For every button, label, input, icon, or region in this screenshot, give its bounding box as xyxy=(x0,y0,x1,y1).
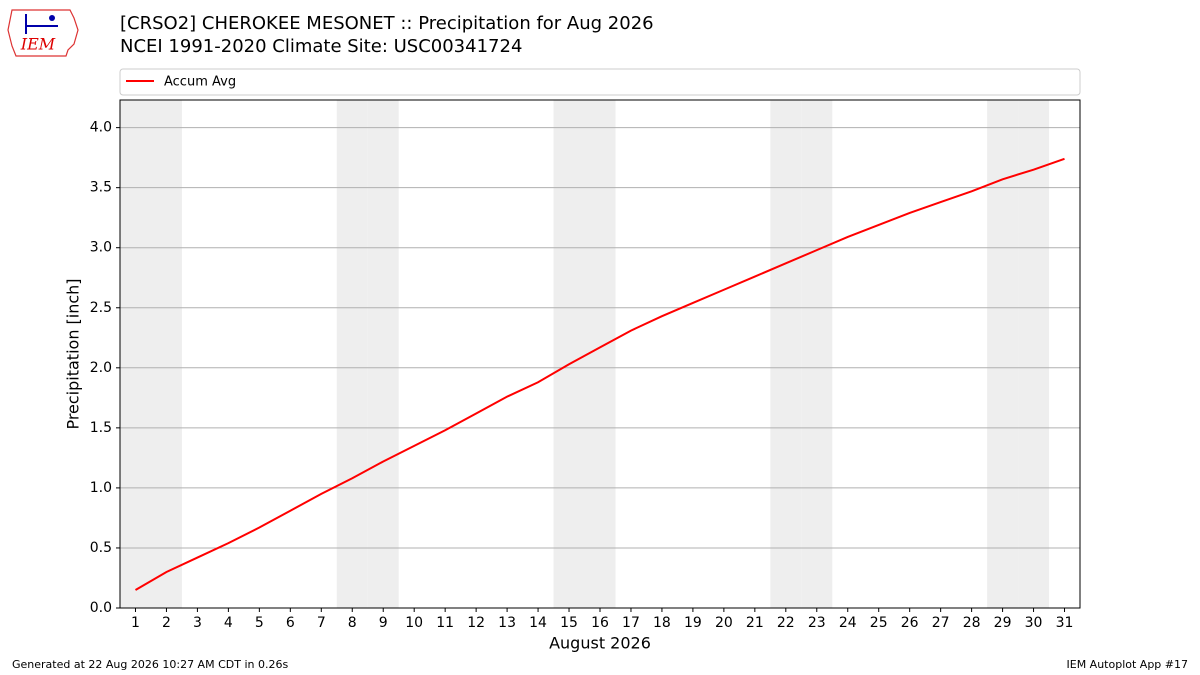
y-tick-label: 3.0 xyxy=(90,240,112,256)
y-tick-label: 2.5 xyxy=(90,300,112,316)
x-tick-label: 17 xyxy=(622,615,640,631)
x-tick-label: 8 xyxy=(348,615,357,631)
x-tick-label: 24 xyxy=(839,615,857,631)
x-tick-label: 3 xyxy=(193,615,202,631)
x-tick-label: 19 xyxy=(684,615,702,631)
x-tick-label: 18 xyxy=(653,615,671,631)
x-tick-label: 26 xyxy=(901,615,919,631)
logo: IEM xyxy=(7,9,79,57)
x-tick-label: 23 xyxy=(808,615,826,631)
weekend-shade xyxy=(553,100,585,608)
weekend-shade xyxy=(770,100,802,608)
x-tick-label: 29 xyxy=(994,615,1012,631)
chart-subtitle: NCEI 1991-2020 Climate Site: USC00341724 xyxy=(120,36,522,57)
footer-right: IEM Autoplot App #17 xyxy=(1067,658,1189,671)
series-line xyxy=(134,157,1065,591)
weekend-shade xyxy=(150,100,182,608)
y-tick-label: 1.5 xyxy=(90,420,112,436)
x-tick-label: 9 xyxy=(379,615,388,631)
y-tick-label: 0.0 xyxy=(90,600,112,616)
weekend-shade xyxy=(987,100,1019,608)
legend-label: Accum Avg xyxy=(164,75,236,90)
x-tick-label: 25 xyxy=(870,615,888,631)
x-tick-label: 31 xyxy=(1056,615,1074,631)
x-tick-label: 10 xyxy=(405,615,423,631)
x-tick-label: 30 xyxy=(1025,615,1043,631)
x-tick-label: 20 xyxy=(715,615,733,631)
weekend-shade xyxy=(120,100,151,608)
x-tick-label: 12 xyxy=(467,615,485,631)
x-tick-label: 2 xyxy=(162,615,171,631)
x-tick-label: 7 xyxy=(317,615,326,631)
x-tick-label: 28 xyxy=(963,615,981,631)
footer-left: Generated at 22 Aug 2026 10:27 AM CDT in… xyxy=(12,658,288,671)
y-tick-label: 1.0 xyxy=(90,480,112,496)
y-tick-label: 4.0 xyxy=(90,120,112,136)
y-tick-label: 2.0 xyxy=(90,360,112,376)
x-tick-label: 11 xyxy=(436,615,454,631)
x-tick-label: 27 xyxy=(932,615,950,631)
x-axis-label: August 2026 xyxy=(549,634,651,653)
weekend-shade xyxy=(1018,100,1050,608)
x-tick-label: 14 xyxy=(529,615,547,631)
plot-frame xyxy=(119,99,1081,609)
x-tick-label: 1 xyxy=(131,615,140,631)
weekend-shade xyxy=(367,100,399,608)
x-tick-label: 13 xyxy=(498,615,516,631)
y-tick-label: 0.5 xyxy=(90,540,112,556)
weekend-shade xyxy=(336,100,368,608)
weekend-shade xyxy=(801,100,833,608)
logo-text: IEM xyxy=(20,35,56,54)
legend-box xyxy=(119,68,1081,96)
y-tick-label: 3.5 xyxy=(90,180,112,196)
x-tick-label: 16 xyxy=(591,615,609,631)
x-tick-label: 22 xyxy=(777,615,795,631)
y-axis-label: Precipitation [inch] xyxy=(64,278,83,429)
x-tick-label: 6 xyxy=(286,615,295,631)
x-tick-label: 21 xyxy=(746,615,764,631)
x-tick-label: 15 xyxy=(560,615,578,631)
x-tick-label: 4 xyxy=(224,615,233,631)
x-tick-label: 5 xyxy=(255,615,264,631)
chart-title: [CRSO2] CHEROKEE MESONET :: Precipitatio… xyxy=(120,13,654,34)
